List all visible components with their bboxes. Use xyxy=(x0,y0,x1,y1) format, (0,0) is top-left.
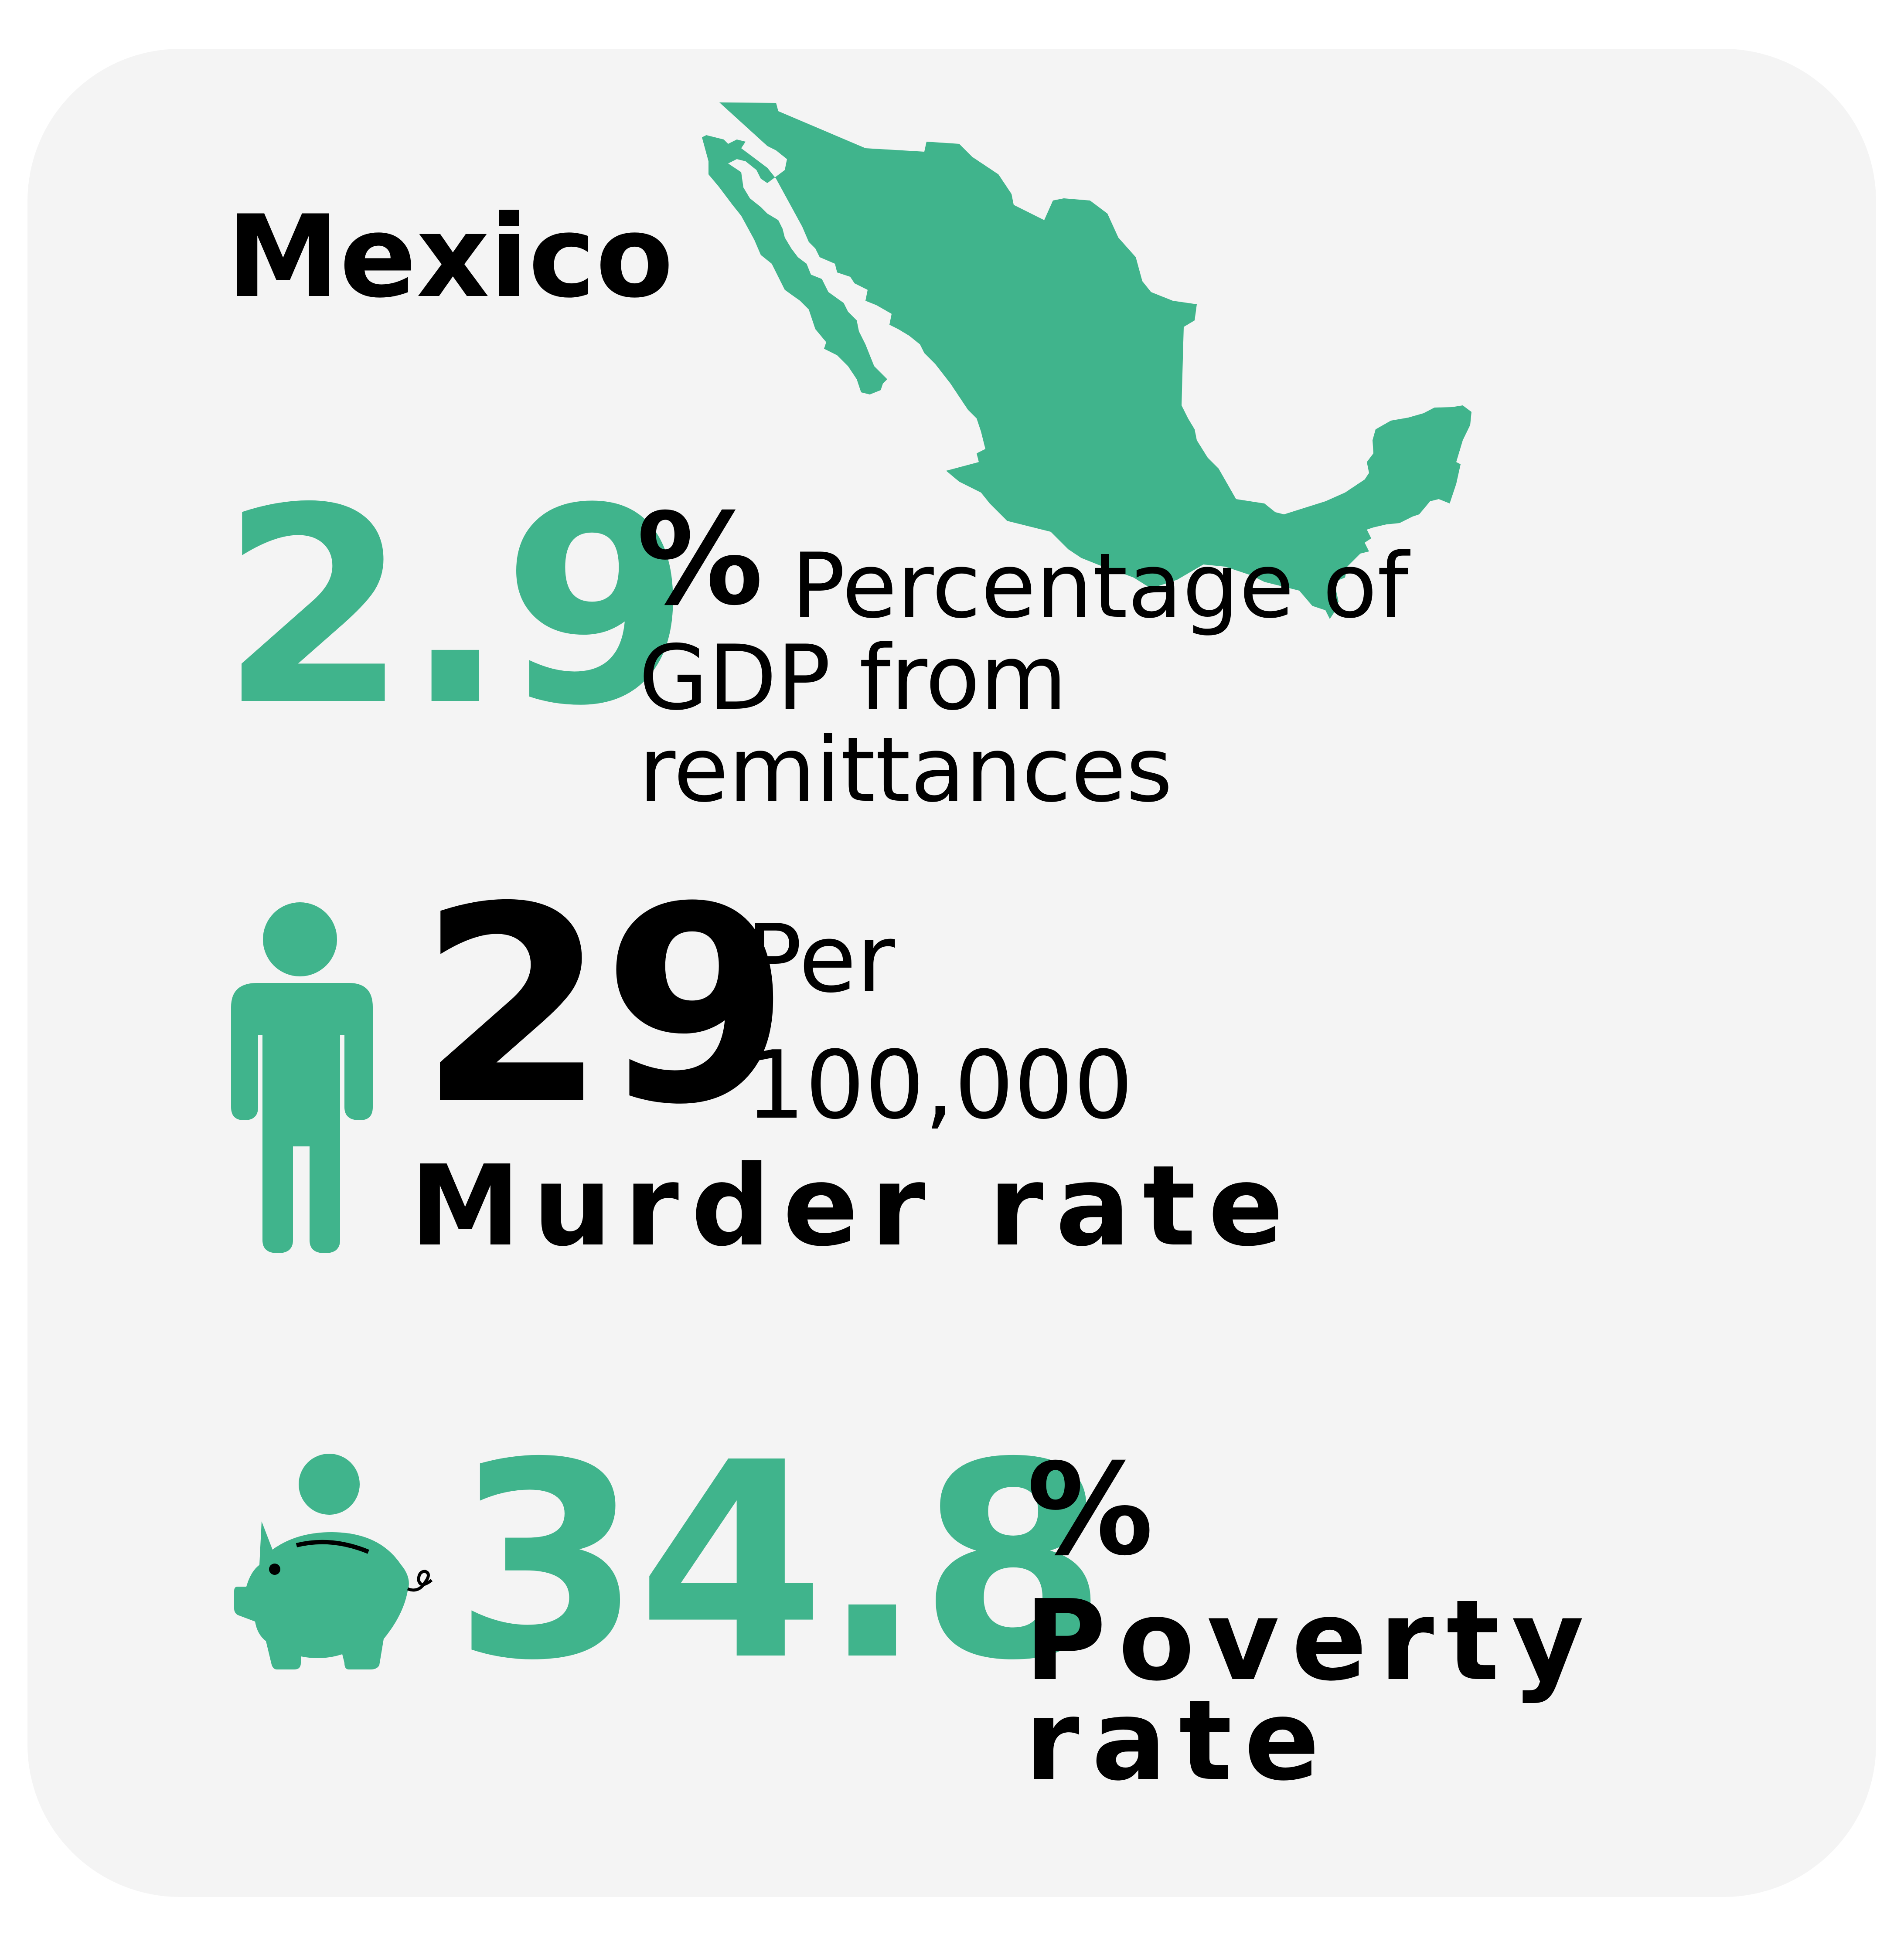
murder-rate-label: Murder rate xyxy=(410,1142,1296,1271)
poverty-rate-value: 34.8 xyxy=(453,1405,1107,1720)
murder-rate-value: 29 xyxy=(419,850,790,1164)
remittances-percent-sign: % xyxy=(637,486,763,633)
murder-rate-unit: Per 100,000 xyxy=(746,904,1134,1140)
remittances-value: 2.9 xyxy=(220,451,690,765)
remittances-label: Percentage of GDP from remittances xyxy=(639,540,1598,816)
poverty-rate-label-text: Poverty rate xyxy=(1025,1576,1597,1805)
poverty-rate-label: Poverty rate xyxy=(1025,1491,1679,1796)
remittances-label-text: Percentage of GDP from remittances xyxy=(639,534,1409,823)
country-title: Mexico xyxy=(227,191,674,323)
poverty-percent-sign: % xyxy=(1027,1437,1154,1584)
